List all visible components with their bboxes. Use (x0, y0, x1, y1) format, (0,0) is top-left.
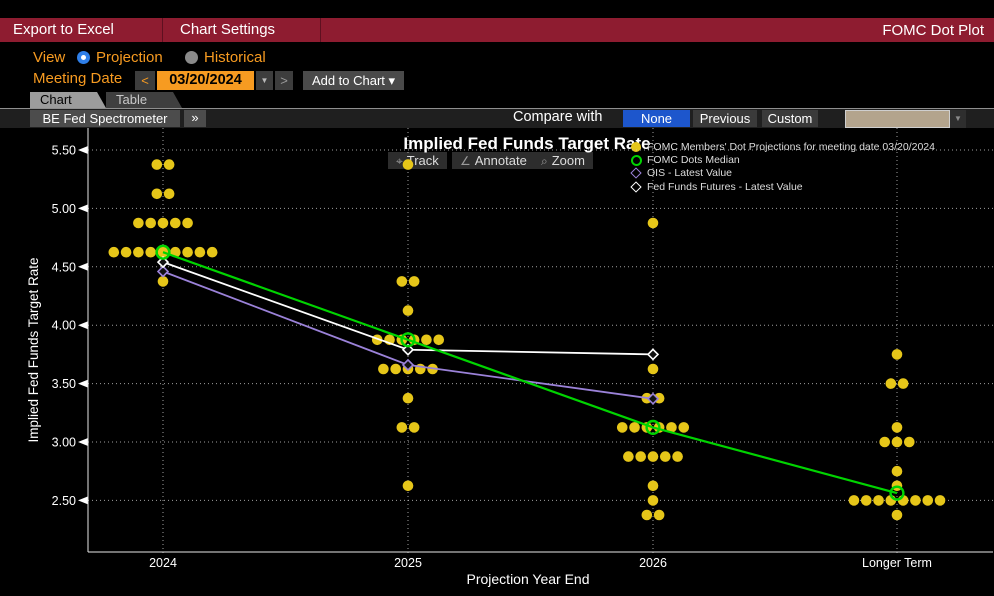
menu-export-to-excel[interactable]: Export to Excel (0, 18, 163, 42)
track-button[interactable]: ⌖ Track (388, 152, 447, 169)
zoom-magnifier-icon: ⌕ (541, 154, 548, 168)
projection-radio[interactable] (77, 51, 90, 64)
svg-text:2.50: 2.50 (52, 494, 76, 508)
compare-none-button[interactable]: None (623, 110, 690, 127)
prev-date-button[interactable]: < (135, 71, 155, 90)
annotate-button[interactable]: ∠ Annotate (452, 152, 535, 169)
white-diamond-icon (630, 181, 642, 193)
historical-radio[interactable] (185, 51, 198, 64)
legend-item-futures: Fed Funds Futures - Latest Value (630, 180, 935, 193)
legend-item-ois: OIS - Latest Value (630, 167, 935, 180)
compare-with-label: Compare with (513, 109, 603, 125)
menu-chart-settings[interactable]: Chart Settings (163, 18, 321, 42)
svg-text:4.00: 4.00 (52, 319, 76, 333)
legend-item-dots: FOMC Members' Dot Projections for meetin… (630, 140, 935, 153)
svg-text:4.50: 4.50 (52, 260, 76, 274)
legend-item-median: FOMC Dots Median (630, 153, 935, 166)
add-to-chart-button[interactable]: Add to Chart ▾ (303, 71, 404, 90)
svg-text:2026: 2026 (639, 556, 667, 570)
compare-previous-button[interactable]: Previous (693, 110, 757, 127)
date-dropdown-arrow-icon[interactable]: ▼ (256, 71, 273, 90)
svg-text:2025: 2025 (394, 556, 422, 570)
svg-text:5.50: 5.50 (52, 144, 76, 158)
expand-chevrons-icon[interactable]: » (184, 110, 206, 127)
tab-chart[interactable]: Chart (30, 92, 106, 108)
svg-text:3.50: 3.50 (52, 377, 76, 391)
view-label: View (33, 49, 66, 66)
svg-text:2024: 2024 (149, 556, 177, 570)
track-crosshair-icon: ⌖ (396, 154, 403, 168)
svg-text:Projection Year End: Projection Year End (467, 571, 590, 587)
yellow-dot-icon (630, 141, 642, 152)
tab-table[interactable]: Table (106, 92, 182, 108)
svg-text:5.00: 5.00 (52, 202, 76, 216)
svg-text:Longer Term: Longer Term (862, 556, 932, 570)
chart-title: Implied Fed Funds Target Rate (403, 134, 651, 153)
security-dropdown[interactable] (845, 110, 950, 128)
purple-diamond-icon (630, 167, 642, 180)
meeting-date-label: Meeting Date (33, 70, 123, 87)
compare-custom-button[interactable]: Custom (762, 110, 818, 127)
chart-legend: FOMC Members' Dot Projections for meetin… (630, 140, 935, 194)
svg-text:Implied Fed Funds Target Rate: Implied Fed Funds Target Rate (26, 257, 41, 442)
next-date-button[interactable]: > (275, 71, 293, 90)
app-title: FOMC Dot Plot (882, 21, 984, 39)
annotate-pencil-icon: ∠ (460, 154, 471, 168)
security-dropdown-arrow-icon[interactable]: ▼ (950, 110, 966, 128)
svg-text:3.00: 3.00 (52, 436, 76, 450)
be-fed-spectrometer-button[interactable]: BE Fed Spectrometer (30, 110, 180, 127)
green-ring-icon (630, 154, 642, 166)
meeting-date-input[interactable]: 03/20/2024 (157, 71, 254, 90)
projection-radio-label[interactable]: Projection (96, 49, 163, 66)
zoom-button[interactable]: ⌕ Zoom (533, 152, 593, 169)
menu-bar: Export to Excel Chart Settings FOMC Dot … (0, 18, 994, 42)
historical-radio-label[interactable]: Historical (204, 49, 266, 66)
